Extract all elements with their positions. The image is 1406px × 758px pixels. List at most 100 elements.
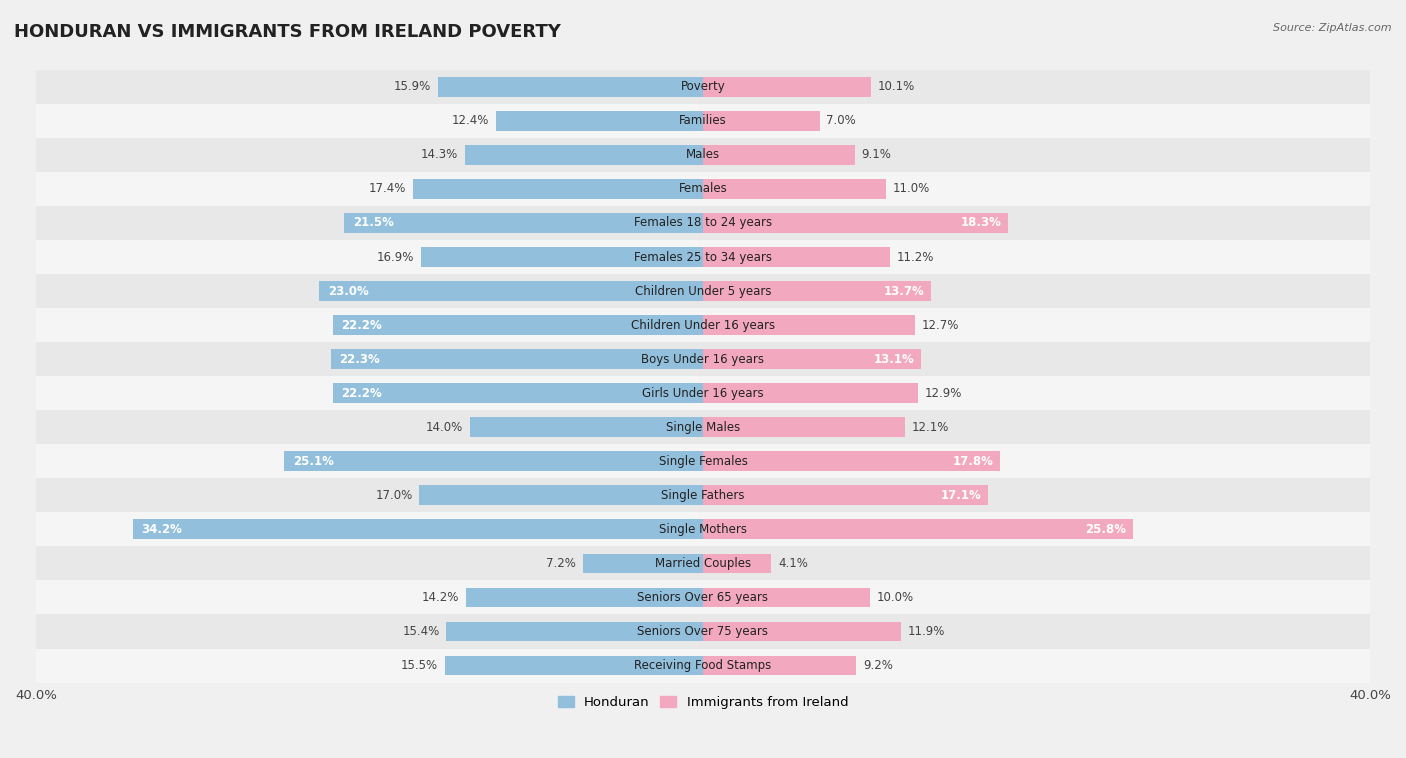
Text: 34.2%: 34.2% <box>141 523 181 536</box>
Bar <box>703 485 988 505</box>
Bar <box>330 349 703 369</box>
Text: 23.0%: 23.0% <box>328 284 368 298</box>
Bar <box>703 553 772 573</box>
Text: 14.0%: 14.0% <box>426 421 463 434</box>
Bar <box>37 410 1369 444</box>
Text: 7.0%: 7.0% <box>827 114 856 127</box>
Text: HONDURAN VS IMMIGRANTS FROM IRELAND POVERTY: HONDURAN VS IMMIGRANTS FROM IRELAND POVE… <box>14 23 561 41</box>
Text: 15.9%: 15.9% <box>394 80 432 93</box>
Text: 14.2%: 14.2% <box>422 591 460 604</box>
Bar <box>37 104 1369 138</box>
Bar <box>319 281 703 301</box>
Bar <box>703 179 886 199</box>
Bar <box>37 274 1369 308</box>
Text: 11.9%: 11.9% <box>908 625 945 638</box>
Bar <box>703 315 915 335</box>
Text: 9.1%: 9.1% <box>862 149 891 161</box>
Bar <box>583 553 703 573</box>
Bar <box>703 519 1133 539</box>
Bar <box>37 478 1369 512</box>
Text: 11.0%: 11.0% <box>893 183 931 196</box>
Text: Females 18 to 24 years: Females 18 to 24 years <box>634 217 772 230</box>
Text: 17.0%: 17.0% <box>375 489 413 502</box>
Text: 4.1%: 4.1% <box>778 557 808 570</box>
Bar <box>470 418 703 437</box>
Bar <box>37 512 1369 547</box>
Bar <box>464 145 703 164</box>
Text: 18.3%: 18.3% <box>960 217 1001 230</box>
Bar <box>344 213 703 233</box>
Text: Seniors Over 65 years: Seniors Over 65 years <box>637 591 769 604</box>
Text: 10.1%: 10.1% <box>879 80 915 93</box>
Text: 17.4%: 17.4% <box>368 183 406 196</box>
Legend: Honduran, Immigrants from Ireland: Honduran, Immigrants from Ireland <box>553 691 853 715</box>
Text: 25.1%: 25.1% <box>292 455 333 468</box>
Text: 9.2%: 9.2% <box>863 659 893 672</box>
Bar <box>37 615 1369 649</box>
Text: Females 25 to 34 years: Females 25 to 34 years <box>634 250 772 264</box>
Bar <box>37 206 1369 240</box>
Text: 12.9%: 12.9% <box>925 387 962 399</box>
Text: 10.0%: 10.0% <box>876 591 914 604</box>
Text: Married Couples: Married Couples <box>655 557 751 570</box>
Bar <box>703 418 905 437</box>
Text: 7.2%: 7.2% <box>547 557 576 570</box>
Text: Receiving Food Stamps: Receiving Food Stamps <box>634 659 772 672</box>
Text: 12.4%: 12.4% <box>453 114 489 127</box>
Bar <box>703 349 921 369</box>
Bar <box>37 240 1369 274</box>
Bar <box>703 145 855 164</box>
Bar <box>37 342 1369 376</box>
Text: 13.1%: 13.1% <box>875 352 915 365</box>
Bar <box>496 111 703 130</box>
Bar <box>333 384 703 403</box>
Text: 14.3%: 14.3% <box>420 149 458 161</box>
Text: Families: Families <box>679 114 727 127</box>
Bar <box>419 485 703 505</box>
Text: 17.1%: 17.1% <box>941 489 981 502</box>
Text: 17.8%: 17.8% <box>952 455 993 468</box>
Bar <box>703 247 890 267</box>
Text: Single Mothers: Single Mothers <box>659 523 747 536</box>
Bar <box>413 179 703 199</box>
Text: Single Males: Single Males <box>666 421 740 434</box>
Text: 25.8%: 25.8% <box>1085 523 1126 536</box>
Bar <box>703 77 872 97</box>
Text: 13.7%: 13.7% <box>884 284 925 298</box>
Bar <box>37 649 1369 682</box>
Text: Seniors Over 75 years: Seniors Over 75 years <box>637 625 769 638</box>
Bar <box>703 587 870 607</box>
Text: Females: Females <box>679 183 727 196</box>
Bar <box>37 138 1369 172</box>
Text: 22.2%: 22.2% <box>342 318 382 331</box>
Text: 22.2%: 22.2% <box>342 387 382 399</box>
Text: Children Under 16 years: Children Under 16 years <box>631 318 775 331</box>
Bar <box>37 581 1369 615</box>
Text: Boys Under 16 years: Boys Under 16 years <box>641 352 765 365</box>
Bar <box>446 622 703 641</box>
Bar <box>703 452 1000 471</box>
Text: 16.9%: 16.9% <box>377 250 415 264</box>
Text: Poverty: Poverty <box>681 80 725 93</box>
Bar <box>703 656 856 675</box>
Text: Single Fathers: Single Fathers <box>661 489 745 502</box>
Bar <box>37 70 1369 104</box>
Text: Girls Under 16 years: Girls Under 16 years <box>643 387 763 399</box>
Text: 22.3%: 22.3% <box>339 352 380 365</box>
Text: 21.5%: 21.5% <box>353 217 394 230</box>
Text: 11.2%: 11.2% <box>897 250 934 264</box>
Bar <box>703 213 1008 233</box>
Bar <box>132 519 703 539</box>
Bar <box>37 172 1369 206</box>
Bar <box>437 77 703 97</box>
Bar <box>37 376 1369 410</box>
Bar <box>333 315 703 335</box>
Bar <box>444 656 703 675</box>
Text: 15.5%: 15.5% <box>401 659 437 672</box>
Bar <box>422 247 703 267</box>
Text: Children Under 5 years: Children Under 5 years <box>634 284 772 298</box>
Text: 15.4%: 15.4% <box>402 625 440 638</box>
Text: Source: ZipAtlas.com: Source: ZipAtlas.com <box>1274 23 1392 33</box>
Bar <box>37 444 1369 478</box>
Text: 12.7%: 12.7% <box>921 318 959 331</box>
